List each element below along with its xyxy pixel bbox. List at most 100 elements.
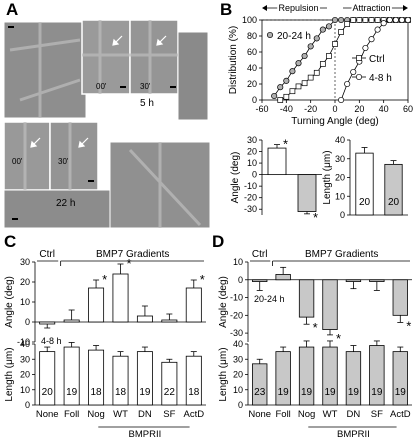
significance-marker: * [313, 320, 318, 335]
data-point [392, 16, 399, 24]
data-point [344, 80, 351, 88]
y-tick-label: 0 [252, 170, 257, 180]
category-label: ActD [183, 409, 204, 420]
bar [161, 361, 178, 406]
bar [369, 279, 385, 282]
x-tick-label: 0 [332, 104, 337, 114]
bar [392, 279, 408, 316]
data-point [344, 21, 351, 27]
data-point [313, 35, 320, 42]
sample-size-label: 19 [66, 387, 78, 398]
category-label: ActD [390, 409, 411, 420]
legend-label: 4-8 h [369, 73, 392, 84]
micrograph-5h-00 [81, 19, 131, 95]
x-tick-label: -20 [304, 104, 317, 114]
microchannel-lines [9, 20, 202, 228]
bar [63, 319, 80, 323]
sample-size-label: 19 [139, 387, 151, 398]
panel-label-d: D [212, 232, 224, 251]
sample-size-label: 19 [324, 387, 336, 398]
data-point [319, 61, 326, 67]
data-point [356, 17, 363, 23]
attraction-label: Attraction [352, 3, 390, 13]
data-point [331, 16, 339, 24]
data-point [326, 53, 332, 59]
ctrl-label: Ctrl [39, 249, 55, 260]
y-tick-label: 0 [25, 317, 30, 327]
receptor-label: BMPRII [337, 429, 370, 440]
receptor-label: BMPRII [129, 429, 162, 440]
data-point [350, 17, 357, 23]
y-tick-label: 10 [20, 385, 30, 395]
time-label: 30' [140, 82, 151, 91]
x-tick-label: 60 [403, 104, 413, 114]
data-point [301, 52, 308, 60]
bar [345, 279, 362, 282]
data-point [307, 43, 314, 50]
sample-size-label: 18 [115, 387, 127, 398]
data-point [277, 84, 284, 91]
data-point [338, 16, 345, 24]
y-tick-label: 40 [20, 339, 30, 349]
y-tick-label: 80 [247, 31, 257, 41]
data-point [277, 97, 284, 103]
y-axis-label: Angle (deg) [4, 276, 15, 328]
y-tick-label: 30 [247, 135, 257, 145]
data-point [404, 16, 412, 24]
data-point [283, 77, 290, 84]
y-tick-label: 10 [233, 257, 243, 267]
data-point [319, 26, 326, 33]
data-point [301, 80, 308, 87]
category-label: SF [371, 409, 383, 420]
y-tick-label: -10 [244, 181, 257, 191]
bar-chart-c-angle: -10 0 10 20 30 Angle (deg) * * * Ctrl BMP7 Gradien… [4, 249, 206, 347]
y-tick-label: 30 [20, 354, 30, 364]
sample-size-label: 20 [388, 197, 400, 208]
legend-marker [355, 73, 363, 81]
legend-label: Ctrl [369, 54, 385, 65]
significance-marker: * [313, 210, 318, 225]
significance-marker: * [336, 331, 341, 346]
y-tick-label: 10 [233, 385, 243, 395]
significance-marker: * [200, 272, 205, 287]
time-point-label: 5 h [140, 98, 154, 109]
attraction-arrow-head [403, 5, 408, 11]
y-tick-label: -10 [230, 293, 243, 303]
data-point [295, 83, 302, 90]
y-tick-label: 10 [20, 297, 30, 307]
y-tick-label: 0 [340, 210, 345, 220]
data-point [283, 93, 290, 100]
y-axis-label: Distribution (%) [228, 26, 239, 94]
group-label: BMP7 Gradients [96, 249, 169, 260]
category-label: WT [113, 409, 128, 420]
significance-marker: * [406, 318, 411, 333]
y-tick-label: 10 [335, 191, 345, 201]
legend-label: 20-24 h [277, 31, 311, 42]
bar [322, 279, 338, 330]
sample-size-label: 23 [254, 387, 266, 398]
sample-size-label: 19 [278, 387, 290, 398]
time-label: 00' [96, 82, 107, 91]
category-label: DN [347, 409, 361, 420]
sample-size-label: 18 [188, 387, 200, 398]
category-label: DN [138, 409, 152, 420]
bar-chart-d-length: 0 10 20 30 40 Length (μm) 23 None 19 Foll 19 Nog 19 W… [218, 339, 412, 440]
bar [267, 147, 287, 176]
y-tick-label: 20 [335, 173, 345, 183]
y-axis-label: Angle (deg) [230, 152, 241, 204]
x-tick-label: 40 [379, 104, 389, 114]
y-axis-label: Angle (deg) [218, 276, 229, 328]
legend-marker [356, 55, 362, 61]
significance-marker: * [127, 256, 132, 271]
data-point [368, 17, 375, 23]
x-tick-label: -60 [255, 104, 268, 114]
panel-label-b: B [220, 0, 232, 19]
data-point [386, 16, 393, 24]
y-axis-label: Length (μm) [322, 150, 333, 204]
panel-label-a: A [6, 0, 18, 19]
y-tick-label: 40 [335, 135, 345, 145]
data-point [325, 23, 332, 30]
y-tick-label: 20 [247, 79, 257, 89]
